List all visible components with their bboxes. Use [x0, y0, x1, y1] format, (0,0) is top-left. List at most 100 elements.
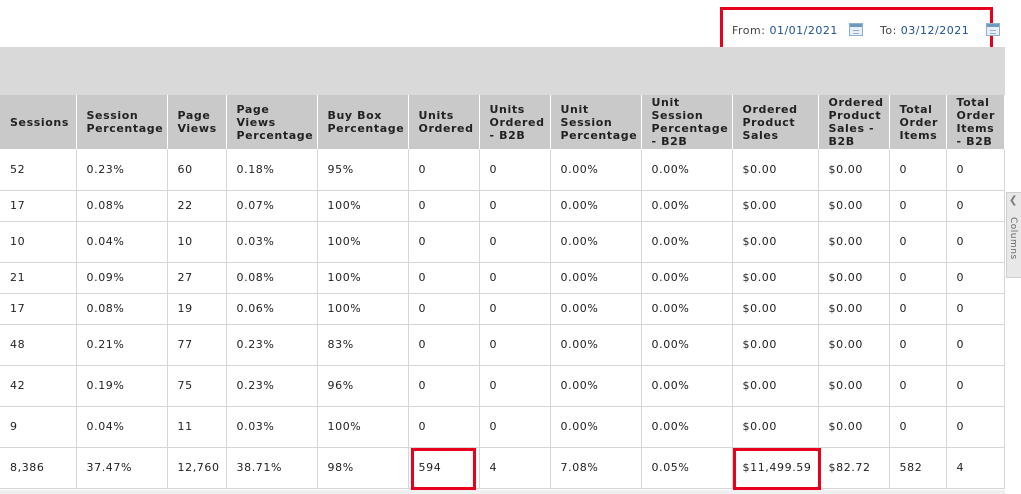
table-cell: 0: [408, 324, 480, 366]
table-cell: 0: [889, 365, 947, 407]
date-from-group: From: 01/01/2021: [732, 24, 838, 37]
table-cell: 0.00%: [641, 293, 733, 325]
table-cell: $82.72: [818, 447, 890, 489]
horizontal-scrollbar[interactable]: [0, 490, 1005, 494]
table-cell: 0.03%: [226, 221, 318, 263]
table-cell: 0.08%: [76, 293, 168, 325]
table-cell: 100%: [317, 262, 409, 294]
table-cell: 0.00%: [641, 262, 733, 294]
table-cell: 0: [479, 365, 551, 407]
table-cell: 48: [0, 324, 77, 366]
table-cell: 582: [889, 447, 947, 489]
table-cell: 0.00%: [641, 190, 733, 222]
table-cell: $0.00: [818, 293, 890, 325]
table-row: 52 0.23% 60 0.18% 95% 0 0 0.00% 0.00% $0.00 $0.00 0…: [0, 149, 1005, 191]
columns-panel-toggle[interactable]: ❮ Columns: [1006, 192, 1021, 278]
table-cell: 0: [479, 293, 551, 325]
table-cell: 52: [0, 149, 77, 191]
table-cell: 0: [946, 149, 1005, 191]
table-cell: $0.00: [732, 221, 819, 263]
table-row: 9 0.04% 11 0.03% 100% 0 0 0.00% 0.00% $0.00 $0.00 0…: [0, 406, 1005, 448]
table-cell: 0: [408, 221, 480, 263]
table-cell: 0: [889, 293, 947, 325]
table-cell: 0: [408, 293, 480, 325]
table-cell: 0.07%: [226, 190, 318, 222]
column-header[interactable]: Units Ordered - B2B: [479, 95, 551, 149]
column-header[interactable]: Units Ordered: [408, 95, 480, 149]
table-cell: 0: [946, 262, 1005, 294]
table-cell: $0.00: [732, 262, 819, 294]
table-cell: 0.00%: [641, 221, 733, 263]
table-cell: 7.08%: [550, 447, 642, 489]
table-cell: 0.00%: [641, 365, 733, 407]
column-header[interactable]: Ordered Product Sales - B2B: [818, 95, 890, 149]
table-cell: $0.00: [818, 406, 890, 448]
table-row: 48 0.21% 77 0.23% 83% 0 0 0.00% 0.00% $0.00 $0.00 0…: [0, 324, 1005, 366]
table-cell: 0: [479, 190, 551, 222]
table-cell: 83%: [317, 324, 409, 366]
table-cell: $11,499.59: [732, 447, 819, 489]
table-cell: 0.04%: [76, 221, 168, 263]
date-to-input[interactable]: 03/12/2021: [900, 24, 970, 37]
table-cell: 0.00%: [550, 406, 642, 448]
calendar-to-icon[interactable]: [986, 23, 1000, 36]
table-cell: 0.00%: [550, 365, 642, 407]
table-cell: 0: [946, 221, 1005, 263]
column-header[interactable]: Sessions: [0, 95, 77, 149]
column-header[interactable]: Buy Box Percentage: [317, 95, 409, 149]
column-header[interactable]: Total Order Items - B2B: [946, 95, 1005, 149]
table-cell: 0: [408, 406, 480, 448]
table-cell: 75: [167, 365, 227, 407]
table-cell: 0.18%: [226, 149, 318, 191]
column-header[interactable]: Session Percentage: [76, 95, 168, 149]
table-cell: 100%: [317, 293, 409, 325]
table-cell: 0: [889, 406, 947, 448]
table-cell: 0.05%: [641, 447, 733, 489]
table-cell: 12,760: [167, 447, 227, 489]
table-cell: 8,386: [0, 447, 77, 489]
table-cell: 0: [408, 262, 480, 294]
column-header[interactable]: Page Views Percentage: [226, 95, 318, 149]
table-cell: 0: [408, 149, 480, 191]
calendar-from-icon[interactable]: [849, 23, 863, 36]
table-cell: 38.71%: [226, 447, 318, 489]
table-cell: 0.04%: [76, 406, 168, 448]
column-header[interactable]: Page Views: [167, 95, 227, 149]
table-cell: 0.00%: [550, 324, 642, 366]
report-table: Sessions Session Percentage Page Views P…: [0, 95, 1005, 489]
date-from-label: From:: [732, 24, 766, 37]
table-cell: 0.23%: [76, 149, 168, 191]
column-header[interactable]: Ordered Product Sales: [732, 95, 819, 149]
table-cell: 10: [167, 221, 227, 263]
table-header-row: Sessions Session Percentage Page Views P…: [0, 95, 1005, 149]
table-row: 21 0.09% 27 0.08% 100% 0 0 0.00% 0.00% $0.00 $0.00…: [0, 262, 1005, 294]
chevron-left-icon: ❮: [1009, 195, 1018, 206]
date-to-label: To:: [880, 24, 897, 37]
table-cell: 0.00%: [550, 221, 642, 263]
table-cell: 0.00%: [550, 262, 642, 294]
table-cell: 0.23%: [226, 365, 318, 407]
column-header[interactable]: Unit Session Percentage - B2B: [641, 95, 733, 149]
table-cell: 0.08%: [226, 262, 318, 294]
table-cell: 0.09%: [76, 262, 168, 294]
column-header[interactable]: Total Order Items: [889, 95, 947, 149]
table-cell: 0: [479, 221, 551, 263]
table-cell: 0: [408, 365, 480, 407]
table-cell: 0.00%: [641, 406, 733, 448]
table-cell: $0.00: [732, 190, 819, 222]
date-from-input[interactable]: 01/01/2021: [769, 24, 838, 37]
table-cell: 9: [0, 406, 77, 448]
table-cell: 22: [167, 190, 227, 222]
table-cell: 17: [0, 190, 77, 222]
table-cell: $0.00: [732, 406, 819, 448]
table-cell: 100%: [317, 190, 409, 222]
table-cell: 0.03%: [226, 406, 318, 448]
table-cell: 0: [479, 149, 551, 191]
table-cell: 0: [408, 190, 480, 222]
table-cell: $0.00: [732, 365, 819, 407]
table-cell: 0.21%: [76, 324, 168, 366]
table-cell: 0: [479, 406, 551, 448]
table-cell: 0.19%: [76, 365, 168, 407]
column-header[interactable]: Unit Session Percentage: [550, 95, 642, 149]
table-cell: 10: [0, 221, 77, 263]
